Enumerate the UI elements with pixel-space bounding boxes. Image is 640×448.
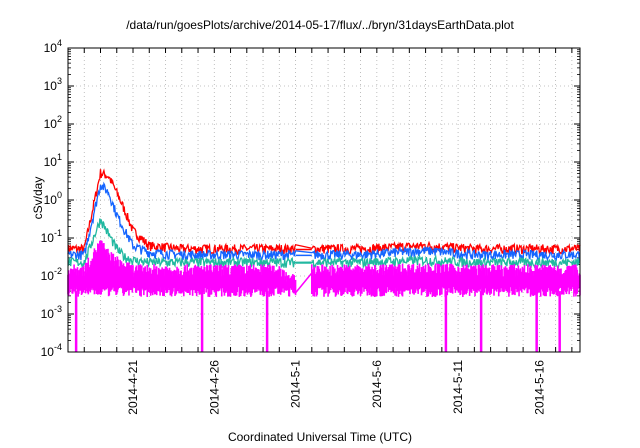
y-tick-label: 101 bbox=[44, 152, 62, 169]
series-2 bbox=[67, 181, 581, 263]
series-line bbox=[67, 218, 581, 270]
x-tick-label: 2014-5-11 bbox=[451, 360, 465, 414]
y-tick-label: 104 bbox=[44, 38, 62, 55]
x-tick-label: 2014-4-21 bbox=[126, 360, 140, 415]
x-tick-label: 2014-5-6 bbox=[370, 360, 384, 408]
y-axis-label: cSv/day bbox=[31, 176, 45, 220]
plot-frame bbox=[67, 47, 581, 353]
y-tick-label: 10-3 bbox=[41, 304, 62, 321]
y-tick-label: 10-1 bbox=[41, 228, 62, 245]
y-tick-label: 10-2 bbox=[41, 266, 62, 283]
y-tick-label: 102 bbox=[44, 114, 62, 131]
series-4 bbox=[67, 240, 581, 352]
chart-title: /data/run/goesPlots/archive/2014-05-17/f… bbox=[126, 18, 514, 32]
series-1 bbox=[67, 168, 581, 257]
series-line bbox=[67, 168, 581, 257]
series-gap-connector bbox=[294, 272, 313, 294]
series-3 bbox=[67, 218, 581, 270]
x-tick-label: 2014-4-26 bbox=[207, 360, 221, 415]
x-axis-label: Coordinated Universal Time (UTC) bbox=[227, 430, 413, 444]
y-tick-label: 10-4 bbox=[41, 342, 62, 359]
y-tick-label: 100 bbox=[44, 190, 62, 207]
y-tick-label: 103 bbox=[44, 76, 62, 93]
series-line bbox=[67, 181, 581, 263]
grid bbox=[68, 47, 580, 353]
x-tick-label: 2014-5-1 bbox=[289, 360, 303, 408]
x-tick-label: 2014-5-16 bbox=[532, 360, 546, 415]
